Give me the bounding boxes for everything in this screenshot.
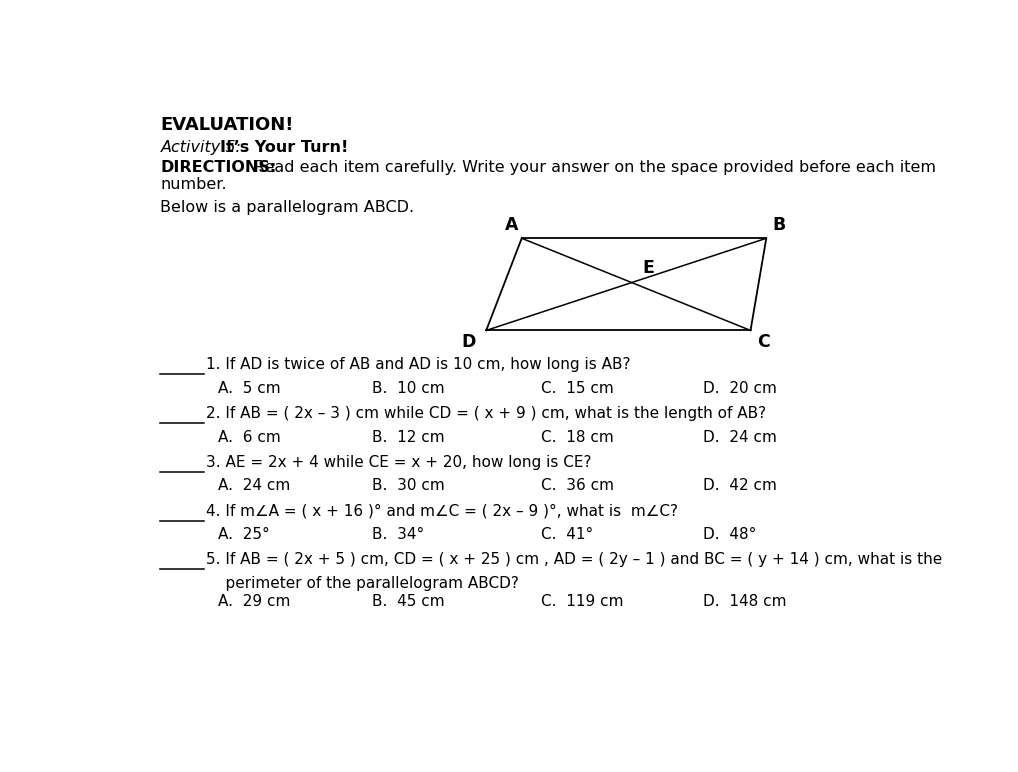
Text: C: C	[756, 334, 770, 351]
Text: B.  12 cm: B. 12 cm	[372, 429, 445, 445]
Text: 2. If AB = ( 2x – 3 ) cm while CD = ( x + 9 ) cm, what is the length of AB?: 2. If AB = ( 2x – 3 ) cm while CD = ( x …	[206, 406, 767, 421]
Text: D.  42 cm: D. 42 cm	[703, 479, 777, 493]
Text: C.  41°: C. 41°	[542, 527, 593, 542]
Text: EVALUATION!: EVALUATION!	[161, 117, 294, 134]
Text: Activity 5:: Activity 5:	[161, 141, 246, 155]
Text: 4. If m∠A = ( x + 16 )° and m∠C = ( 2x – 9 )°, what is  m∠C?: 4. If m∠A = ( x + 16 )° and m∠C = ( 2x –…	[206, 503, 678, 518]
Text: Below is a parallelogram ABCD.: Below is a parallelogram ABCD.	[161, 200, 414, 215]
Text: A.  29 cm: A. 29 cm	[218, 594, 290, 608]
Text: perimeter of the parallelogram ABCD?: perimeter of the parallelogram ABCD?	[206, 576, 519, 591]
Text: D.  148 cm: D. 148 cm	[703, 594, 787, 608]
Text: D: D	[462, 334, 476, 351]
Text: D.  20 cm: D. 20 cm	[703, 381, 777, 396]
Text: Read each item carefully. Write your answer on the space provided before each it: Read each item carefully. Write your ans…	[248, 161, 936, 175]
Text: B.  45 cm: B. 45 cm	[372, 594, 445, 608]
Text: A.  6 cm: A. 6 cm	[218, 429, 281, 445]
Text: number.: number.	[161, 177, 227, 192]
Text: E: E	[642, 259, 654, 276]
Text: A.  5 cm: A. 5 cm	[218, 381, 281, 396]
Text: D.  48°: D. 48°	[703, 527, 756, 542]
Text: B: B	[773, 216, 786, 235]
Text: DIRECTIONS:: DIRECTIONS:	[161, 161, 277, 175]
Text: C.  119 cm: C. 119 cm	[542, 594, 624, 608]
Text: C.  36 cm: C. 36 cm	[542, 479, 615, 493]
Text: B.  30 cm: B. 30 cm	[372, 479, 445, 493]
Text: C.  15 cm: C. 15 cm	[542, 381, 614, 396]
Text: D.  24 cm: D. 24 cm	[703, 429, 777, 445]
Text: 3. AE = 2x + 4 while CE = x + 20, how long is CE?: 3. AE = 2x + 4 while CE = x + 20, how lo…	[206, 455, 591, 469]
Text: A.  25°: A. 25°	[218, 527, 270, 542]
Text: 1. If AD is twice of AB and AD is 10 cm, how long is AB?: 1. If AD is twice of AB and AD is 10 cm,…	[206, 357, 630, 372]
Text: It’s Your Turn!: It’s Your Turn!	[220, 141, 349, 155]
Text: B.  34°: B. 34°	[372, 527, 425, 542]
Text: A.  24 cm: A. 24 cm	[218, 479, 290, 493]
Text: C.  18 cm: C. 18 cm	[542, 429, 614, 445]
Text: B.  10 cm: B. 10 cm	[372, 381, 445, 396]
Text: A: A	[505, 216, 518, 235]
Text: 5. If AB = ( 2x + 5 ) cm, CD = ( x + 25 ) cm , AD = ( 2y – 1 ) and BC = ( y + 14: 5. If AB = ( 2x + 5 ) cm, CD = ( x + 25 …	[206, 552, 943, 567]
